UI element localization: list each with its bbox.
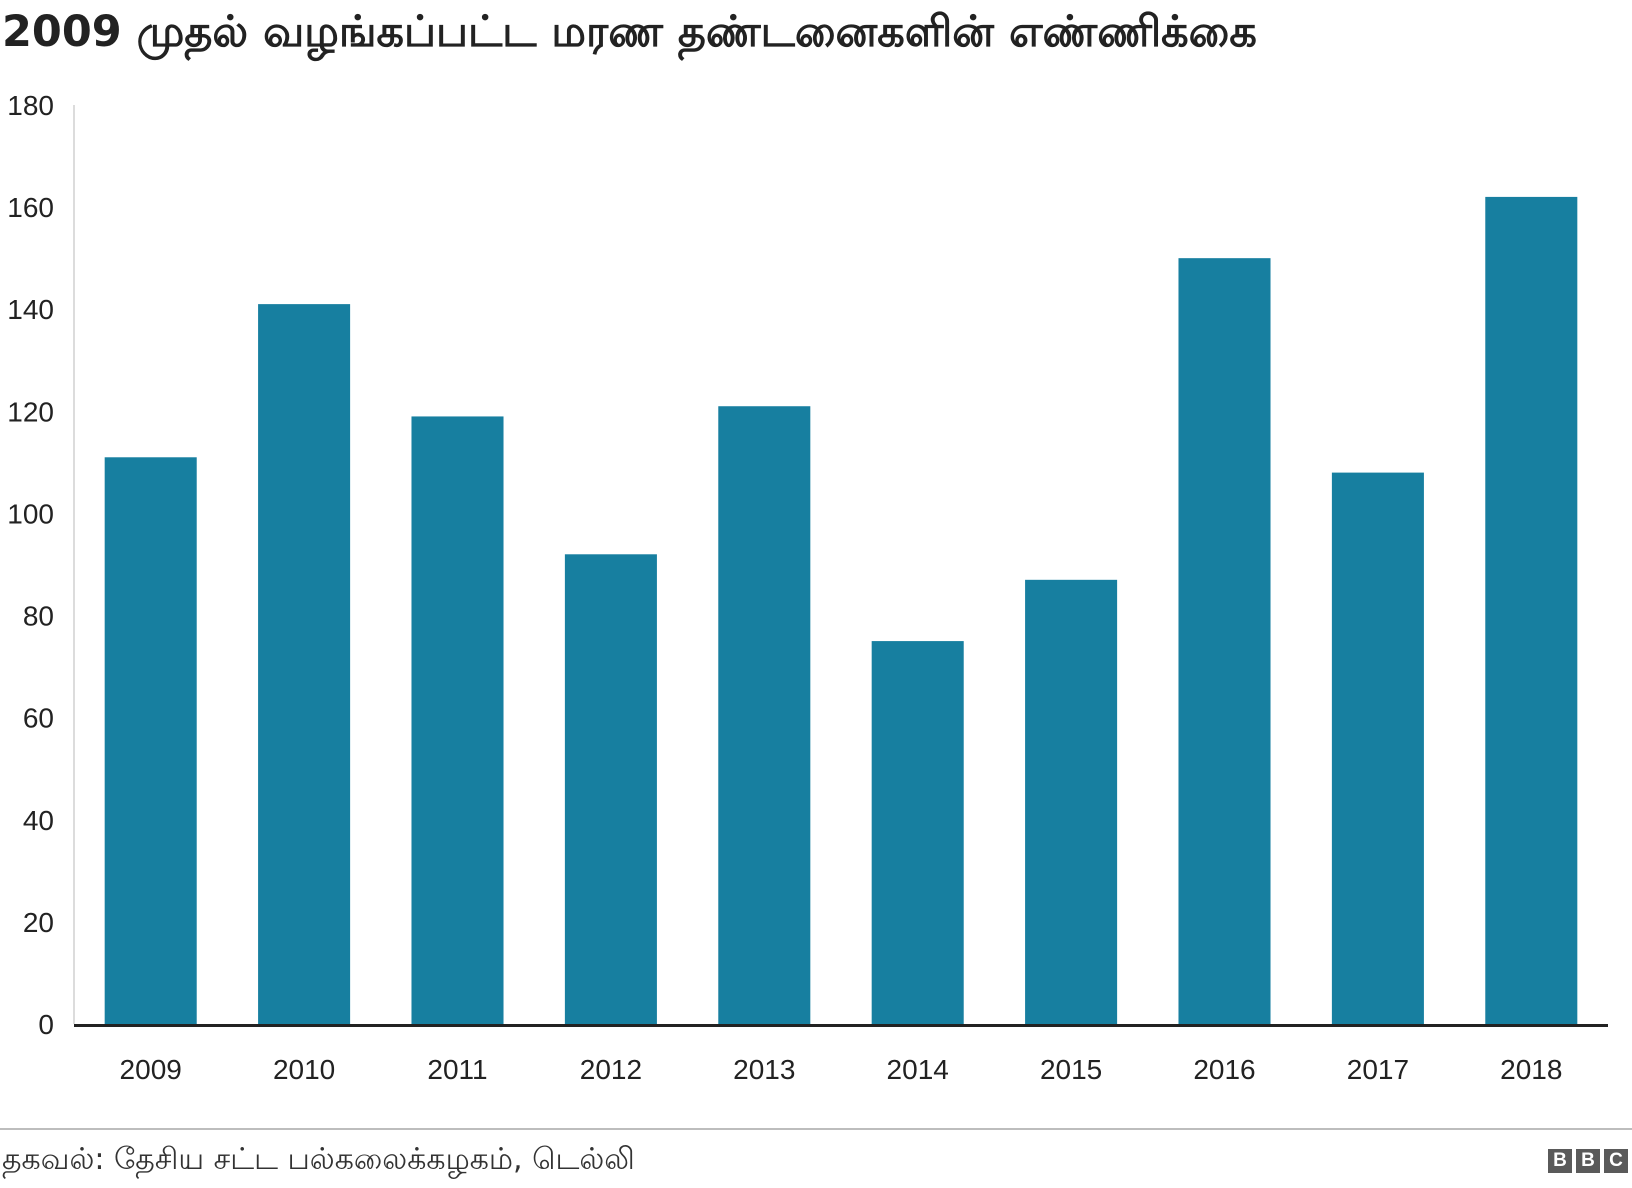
y-tick-label: 120 [7, 396, 54, 427]
bar-2011 [411, 416, 504, 1024]
bar-2017 [1331, 472, 1424, 1025]
y-tick-label: 60 [23, 703, 54, 734]
bar-2009 [104, 457, 197, 1024]
bar-chart: 0 20 40 60 80 100 120 140 160 180 2009 2010 2011 201… [7, 90, 1608, 1085]
x-tick-label: 2011 [427, 1054, 487, 1085]
x-tick-label: 2010 [273, 1054, 335, 1085]
bar-2012 [564, 554, 657, 1024]
source-note: தகவல்: தேசிய சட்ட பல்கலைக்கழகம், டெல்லி [2, 1142, 635, 1177]
footer-divider [0, 1128, 1632, 1130]
y-tick-label: 100 [7, 498, 54, 529]
x-tick-label: 2015 [1040, 1054, 1102, 1085]
y-tick-label: 160 [7, 192, 54, 223]
bar-2010 [258, 304, 351, 1024]
bar-2013 [718, 406, 811, 1024]
y-tick-label: 140 [7, 294, 54, 325]
x-axis-ticks: 2009 2010 2011 2012 2013 2014 2015 2016 2017 2018 [120, 1054, 1563, 1085]
y-tick-label: 80 [23, 601, 54, 632]
x-tick-label: 2014 [887, 1054, 949, 1085]
logo-letter: C [1604, 1149, 1628, 1173]
bar-2015 [1025, 579, 1118, 1024]
x-tick-label: 2016 [1193, 1054, 1255, 1085]
bar-2018 [1485, 196, 1578, 1024]
logo-letter: B [1548, 1149, 1572, 1173]
x-tick-label: 2009 [120, 1054, 182, 1085]
bar-2014 [871, 641, 964, 1024]
y-tick-label: 40 [23, 805, 54, 836]
y-axis-ticks: 0 20 40 60 80 100 120 140 160 180 [7, 90, 54, 1040]
logo-letter: B [1576, 1149, 1600, 1173]
bbc-logo: B B C [1548, 1149, 1628, 1173]
chart-title: 2009 முதல் வழங்கப்பட்ட மரண தண்டனைகளின் எ… [2, 7, 1257, 57]
x-tick-label: 2013 [733, 1054, 795, 1085]
y-tick-label: 180 [7, 90, 54, 121]
y-tick-label: 20 [23, 907, 54, 938]
bar-2016 [1178, 258, 1271, 1025]
x-tick-label: 2012 [580, 1054, 642, 1085]
y-tick-label: 0 [38, 1009, 54, 1040]
bars [104, 196, 1578, 1025]
x-tick-label: 2017 [1347, 1054, 1409, 1085]
x-tick-label: 2018 [1500, 1054, 1562, 1085]
